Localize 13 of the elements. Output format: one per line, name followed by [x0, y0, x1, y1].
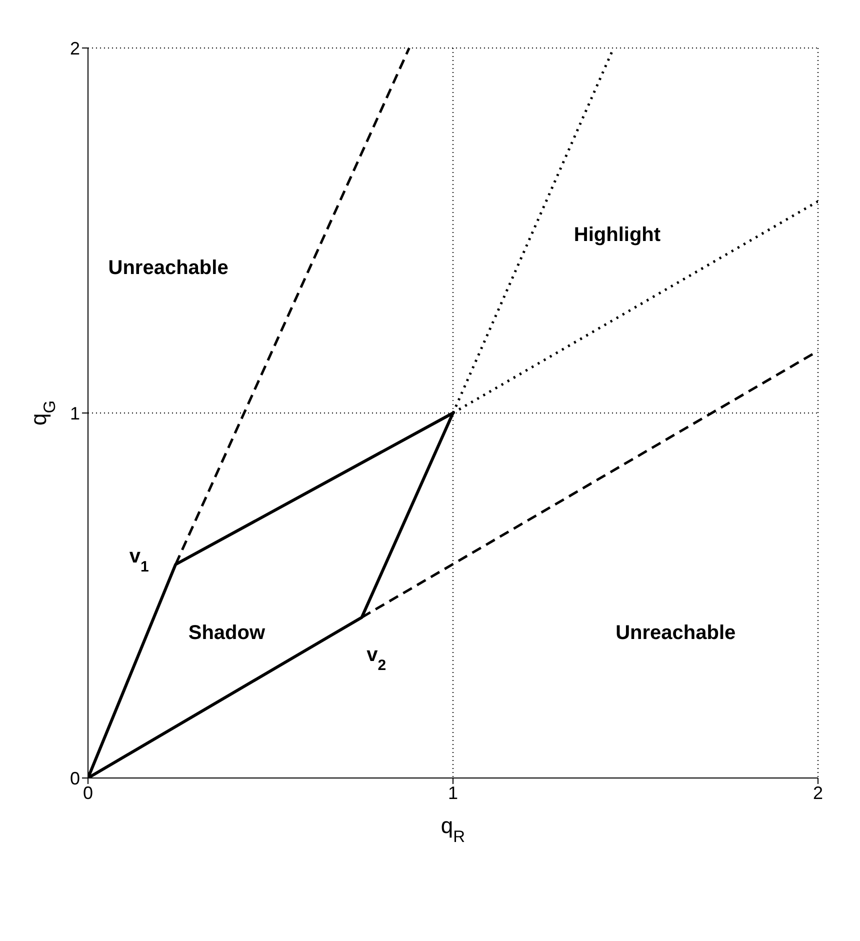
annotation: v$_{1}$	[129, 545, 149, 575]
annotation: v$_{2}$	[366, 644, 386, 674]
annotation: Unreachable	[108, 257, 228, 279]
y-tick-label: 2	[70, 38, 80, 58]
x-axis-title: q$_{R}$	[440, 813, 466, 846]
x-tick-label: 0	[82, 782, 94, 803]
x-tick-label: 1	[448, 782, 458, 803]
y-tick-label: 0	[70, 768, 80, 788]
annotation: Shadow	[188, 622, 266, 644]
annotation: Highlight	[574, 224, 661, 246]
annotation: Unreachable	[616, 622, 736, 644]
x-tick-label: 2	[812, 782, 824, 803]
y-tick-label: 1	[70, 403, 80, 424]
